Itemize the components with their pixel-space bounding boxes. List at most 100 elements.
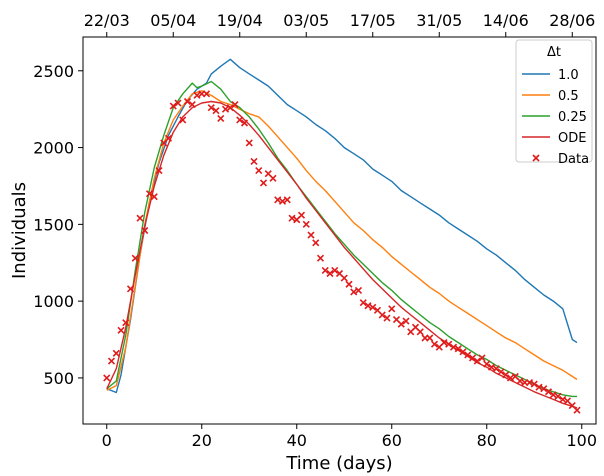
legend: Δt 1.0 0.5 0.25 ODE Data <box>515 39 593 167</box>
data-point <box>369 303 377 311</box>
data-point <box>445 340 453 348</box>
data-point <box>255 167 263 175</box>
data-point <box>107 357 116 365</box>
x-tick-label: 80 <box>477 431 497 450</box>
data-point <box>478 354 486 362</box>
data-point <box>221 105 230 113</box>
data-point <box>112 349 120 357</box>
data-point <box>440 339 448 347</box>
data-point <box>169 102 177 110</box>
data-point <box>326 269 334 278</box>
axes: 0 20 40 60 80 100 500 1000 1500 2000 2500 22/03 05/0… <box>33 11 597 450</box>
y-tick-label: 1000 <box>33 292 74 311</box>
data-point <box>212 107 220 115</box>
x-tick-label: 0 <box>102 431 112 450</box>
data-point <box>126 285 135 293</box>
data-point <box>259 179 268 187</box>
data-point <box>231 101 239 109</box>
data-point <box>240 119 249 127</box>
top-tick-label: 14/06 <box>483 11 529 30</box>
data-point <box>483 360 491 368</box>
data-point <box>473 357 481 365</box>
data-point <box>426 334 434 342</box>
data-point <box>502 371 510 379</box>
data-point <box>535 383 543 391</box>
data-point <box>559 395 567 403</box>
data-point <box>487 363 496 371</box>
data-point <box>331 266 339 274</box>
data-point <box>316 254 325 262</box>
data-point <box>449 343 458 351</box>
legend-label-ODE: ODE <box>558 131 586 146</box>
data-point <box>397 320 405 328</box>
series-line-1.0 <box>106 58 578 394</box>
top-tick-label: 17/05 <box>350 11 396 30</box>
data-point <box>459 348 467 356</box>
data-point <box>354 286 363 294</box>
data-point <box>283 196 291 204</box>
legend-label-Data: Data <box>558 152 589 167</box>
data-point <box>207 104 215 112</box>
data-point <box>278 197 287 205</box>
legend-title: Δt <box>547 45 561 60</box>
data-point <box>530 380 538 388</box>
data-point <box>288 214 296 222</box>
data-point <box>312 239 320 247</box>
data-point <box>136 214 144 222</box>
data-point <box>364 302 372 310</box>
data-point <box>155 167 163 175</box>
data-point <box>269 174 277 182</box>
data-point <box>340 274 348 282</box>
top-tick-label: 28/06 <box>549 11 595 30</box>
top-tick-label: 19/04 <box>217 11 263 30</box>
top-tick-label: 03/05 <box>283 11 329 30</box>
data-point <box>383 314 391 322</box>
top-tick-label: 22/03 <box>84 11 130 30</box>
data-point <box>402 317 410 325</box>
y-tick-label: 2500 <box>33 62 74 81</box>
series-line-0.25 <box>106 80 577 398</box>
data-point <box>350 288 358 296</box>
data-point <box>122 319 130 327</box>
y-axis-label: Individuals <box>9 182 30 279</box>
x-tick-label: 60 <box>382 431 402 450</box>
y-tick-label: 500 <box>43 369 74 388</box>
data-point <box>388 305 396 313</box>
top-tick-label: 31/05 <box>416 11 462 30</box>
series-points-Data <box>103 90 581 414</box>
data-point <box>307 231 315 239</box>
data-point <box>492 365 500 373</box>
data-point <box>506 374 515 382</box>
x-tick-label: 100 <box>566 431 597 450</box>
data-point <box>174 99 182 107</box>
data-point <box>226 104 234 112</box>
data-point <box>416 328 424 336</box>
data-point <box>497 368 505 376</box>
data-point <box>297 211 306 219</box>
legend-label-1.0: 1.0 <box>558 68 579 83</box>
top-tick-label: 05/04 <box>150 11 196 30</box>
data-point <box>117 326 125 334</box>
legend-label-0.5: 0.5 <box>558 89 579 104</box>
data-point <box>145 190 154 198</box>
data-point <box>516 377 524 385</box>
data-point <box>464 351 472 359</box>
data-point <box>554 392 562 400</box>
x-tick-label: 20 <box>192 431 212 450</box>
data-point <box>103 374 111 382</box>
data-point <box>188 101 196 109</box>
plot-area <box>103 58 581 414</box>
y-tick-label: 2000 <box>33 139 74 158</box>
data-point <box>250 157 258 165</box>
data-point <box>454 345 462 353</box>
legend-box <box>515 39 593 163</box>
legend-label-0.25: 0.25 <box>558 110 587 125</box>
data-point <box>236 116 244 124</box>
x-tick-label: 40 <box>287 431 307 450</box>
data-point <box>302 220 310 228</box>
data-point <box>131 254 139 262</box>
plot-frame <box>82 36 597 425</box>
data-point <box>378 311 386 319</box>
data-point <box>150 193 158 201</box>
